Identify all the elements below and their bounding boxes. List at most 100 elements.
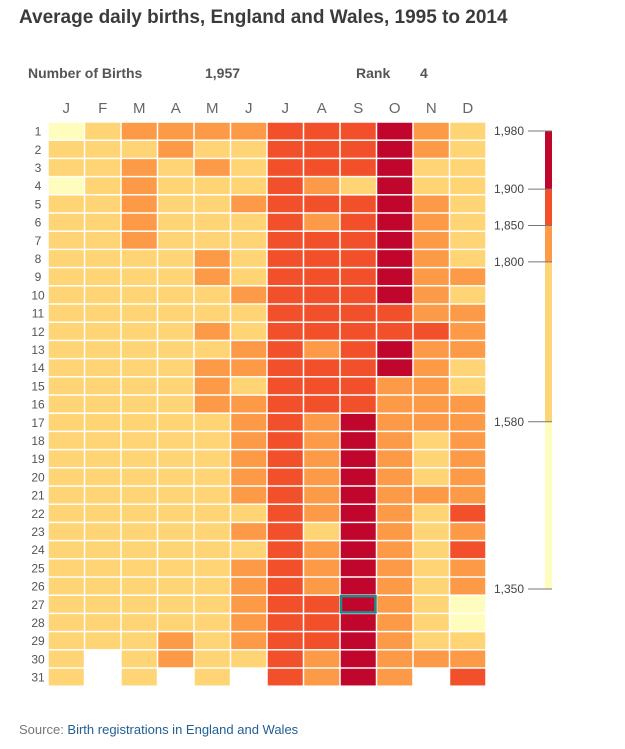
heatmap-cell[interactable] bbox=[340, 413, 376, 431]
heatmap-cell[interactable] bbox=[85, 231, 121, 249]
heatmap-cell[interactable] bbox=[85, 595, 121, 613]
heatmap-cell[interactable] bbox=[158, 140, 194, 158]
heatmap-cell[interactable] bbox=[48, 359, 84, 377]
heatmap-cell[interactable] bbox=[158, 432, 194, 449]
heatmap-cell[interactable] bbox=[413, 322, 449, 340]
heatmap-cell[interactable] bbox=[158, 559, 194, 577]
heatmap-cell[interactable] bbox=[158, 377, 194, 395]
heatmap-cell[interactable] bbox=[340, 322, 376, 340]
heatmap-cell[interactable] bbox=[48, 304, 84, 322]
heatmap-cell[interactable] bbox=[121, 250, 157, 267]
heatmap-cell[interactable] bbox=[304, 395, 340, 413]
heatmap-cell[interactable] bbox=[377, 359, 413, 377]
heatmap-cell[interactable] bbox=[194, 377, 230, 395]
heatmap-cell[interactable] bbox=[413, 286, 449, 304]
heatmap-cell[interactable] bbox=[158, 177, 194, 195]
heatmap-cell[interactable] bbox=[121, 359, 157, 377]
heatmap-cell[interactable] bbox=[85, 413, 121, 431]
heatmap-cell[interactable] bbox=[48, 504, 84, 522]
heatmap-cell[interactable] bbox=[267, 668, 303, 686]
heatmap-cell[interactable] bbox=[413, 341, 449, 358]
heatmap-cell[interactable] bbox=[231, 195, 267, 213]
heatmap-cell[interactable] bbox=[121, 122, 157, 140]
heatmap-cell[interactable] bbox=[48, 468, 84, 486]
heatmap-cell[interactable] bbox=[48, 432, 84, 449]
heatmap-cell[interactable] bbox=[194, 595, 230, 613]
heatmap-cell[interactable] bbox=[450, 432, 486, 449]
heatmap-cell[interactable] bbox=[377, 632, 413, 650]
heatmap-cell[interactable] bbox=[85, 541, 121, 559]
heatmap-cell[interactable] bbox=[194, 668, 230, 686]
heatmap-cell[interactable] bbox=[231, 523, 267, 540]
heatmap-cell[interactable] bbox=[121, 632, 157, 650]
heatmap-cell[interactable] bbox=[85, 140, 121, 158]
heatmap-cell[interactable] bbox=[48, 395, 84, 413]
heatmap-cell[interactable] bbox=[413, 577, 449, 595]
heatmap-cell[interactable] bbox=[194, 504, 230, 522]
heatmap-cell[interactable] bbox=[158, 523, 194, 540]
heatmap-cell[interactable] bbox=[340, 195, 376, 213]
heatmap-cell[interactable] bbox=[450, 304, 486, 322]
heatmap-cell[interactable] bbox=[450, 559, 486, 577]
heatmap-cell[interactable] bbox=[121, 650, 157, 668]
heatmap-cell[interactable] bbox=[450, 268, 486, 286]
heatmap-cell[interactable] bbox=[158, 450, 194, 468]
heatmap-cell[interactable] bbox=[48, 268, 84, 286]
heatmap-cell[interactable] bbox=[231, 341, 267, 358]
heatmap-cell[interactable] bbox=[304, 213, 340, 231]
heatmap-cell[interactable] bbox=[340, 268, 376, 286]
heatmap-cell[interactable] bbox=[231, 304, 267, 322]
heatmap-cell[interactable] bbox=[413, 395, 449, 413]
heatmap-cell[interactable] bbox=[450, 450, 486, 468]
heatmap-cell[interactable] bbox=[450, 377, 486, 395]
heatmap-cell[interactable] bbox=[194, 359, 230, 377]
heatmap-cell[interactable] bbox=[413, 250, 449, 267]
heatmap-cell[interactable] bbox=[304, 140, 340, 158]
heatmap-cell[interactable] bbox=[194, 395, 230, 413]
heatmap-cell[interactable] bbox=[340, 250, 376, 267]
heatmap-cell[interactable] bbox=[85, 341, 121, 358]
heatmap-cell[interactable] bbox=[413, 195, 449, 213]
heatmap-cell[interactable] bbox=[48, 668, 84, 686]
heatmap-cell[interactable] bbox=[194, 450, 230, 468]
heatmap-cell[interactable] bbox=[194, 159, 230, 176]
heatmap-cell[interactable] bbox=[267, 140, 303, 158]
heatmap-cell[interactable] bbox=[231, 595, 267, 613]
heatmap-cell[interactable] bbox=[194, 322, 230, 340]
heatmap-cell[interactable] bbox=[121, 159, 157, 176]
heatmap-cell[interactable] bbox=[85, 268, 121, 286]
heatmap-cell[interactable] bbox=[304, 413, 340, 431]
heatmap-cell[interactable] bbox=[413, 304, 449, 322]
heatmap-cell[interactable] bbox=[413, 359, 449, 377]
heatmap-cell[interactable] bbox=[450, 541, 486, 559]
heatmap-cell[interactable] bbox=[85, 450, 121, 468]
heatmap-cell[interactable] bbox=[231, 432, 267, 449]
heatmap-cell[interactable] bbox=[377, 341, 413, 358]
heatmap-cell[interactable] bbox=[340, 122, 376, 140]
heatmap-cell[interactable] bbox=[85, 359, 121, 377]
heatmap-cell[interactable] bbox=[85, 504, 121, 522]
heatmap-cell[interactable] bbox=[158, 231, 194, 249]
heatmap-cell[interactable] bbox=[340, 595, 376, 613]
heatmap-cell[interactable] bbox=[48, 341, 84, 358]
heatmap-cell[interactable] bbox=[304, 650, 340, 668]
heatmap-cell[interactable] bbox=[340, 668, 376, 686]
heatmap-cell[interactable] bbox=[304, 504, 340, 522]
heatmap-cell[interactable] bbox=[194, 432, 230, 449]
heatmap-cell[interactable] bbox=[121, 341, 157, 358]
heatmap-cell[interactable] bbox=[121, 195, 157, 213]
heatmap-cell[interactable] bbox=[121, 140, 157, 158]
heatmap-cell[interactable] bbox=[48, 523, 84, 540]
heatmap-cell[interactable] bbox=[340, 213, 376, 231]
heatmap-cell[interactable] bbox=[267, 341, 303, 358]
heatmap-cell[interactable] bbox=[48, 650, 84, 668]
heatmap-cell[interactable] bbox=[450, 213, 486, 231]
heatmap-cell[interactable] bbox=[121, 413, 157, 431]
heatmap-cell[interactable] bbox=[340, 468, 376, 486]
heatmap-cell[interactable] bbox=[267, 213, 303, 231]
heatmap-cell[interactable] bbox=[340, 341, 376, 358]
heatmap-cell[interactable] bbox=[158, 195, 194, 213]
heatmap-cell[interactable] bbox=[231, 286, 267, 304]
heatmap-cell[interactable] bbox=[231, 650, 267, 668]
heatmap-cell[interactable] bbox=[450, 231, 486, 249]
